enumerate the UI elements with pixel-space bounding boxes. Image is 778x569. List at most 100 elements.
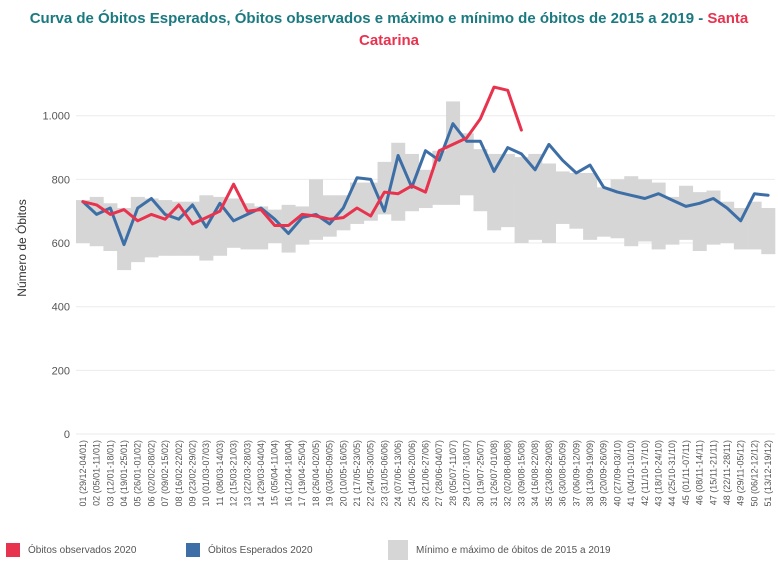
band-bar <box>350 182 365 224</box>
x-tick-label: 21 (17/05-23/05) <box>352 440 362 507</box>
x-tick-label: 01 (29/12-04/01) <box>78 440 88 507</box>
y-tick-label: 400 <box>52 302 70 314</box>
x-tick-label: 40 (27/09-03/10) <box>612 440 622 507</box>
x-tick-label: 19 (03/05-09/05) <box>325 440 335 507</box>
band-bar <box>459 133 474 196</box>
y-tick-label: 0 <box>64 429 70 441</box>
band-bar <box>528 153 543 240</box>
x-tick-label: 39 (20/09-26/09) <box>599 440 609 507</box>
x-tick-label: 14 (29/03-04/04) <box>256 440 266 507</box>
legend-expected: Óbitos Esperados 2020 <box>186 540 313 560</box>
x-tick-label: 18 (26/04-02/05) <box>311 440 321 507</box>
x-tick-label: 50 (06/12-12/12) <box>749 440 759 507</box>
x-tick-label: 24 (07/06-13/06) <box>393 440 403 507</box>
x-tick-label: 10 (01/03-07/03) <box>201 440 211 507</box>
chart-title: Curva de Óbitos Esperados, Óbitos observ… <box>0 8 778 52</box>
band-bar <box>76 200 91 244</box>
x-tick-label: 03 (12/01-18/01) <box>105 440 115 507</box>
x-tick-label: 34 (16/08-22/08) <box>530 440 540 507</box>
x-tick-label: 28 (05/07-11/07) <box>448 440 458 506</box>
band-bar <box>624 176 639 247</box>
band-bar <box>514 157 529 244</box>
legend-observed-label: Óbitos observados 2020 <box>28 544 137 556</box>
band-bar <box>596 187 611 237</box>
x-tick-label: 12 (15/03-21/03) <box>229 440 239 507</box>
x-tick-label: 15 (05/04-11/04) <box>270 440 280 506</box>
x-tick-label: 35 (23/08-29/08) <box>544 440 554 507</box>
x-tick-label: 02 (05/01-11/01) <box>92 440 102 506</box>
band-bar <box>446 101 461 205</box>
band-bar <box>692 192 707 251</box>
band-bar <box>500 153 515 228</box>
band-bar <box>706 190 721 245</box>
band-bar <box>185 201 200 256</box>
y-tick-label: 800 <box>52 174 70 186</box>
x-tick-label: 20 (10/05-16/05) <box>338 440 348 507</box>
x-tick-label: 08 (16/02-22/02) <box>174 440 184 507</box>
x-tick-label: 05 (26/01-01/02) <box>133 440 143 507</box>
legend-observed-swatch <box>6 543 20 557</box>
band-bar <box>651 182 666 250</box>
legend-band-label: Mínimo e máximo de óbitos de 2015 a 2019 <box>416 544 611 556</box>
x-tick-label: 41 (04/10-10/10) <box>626 440 636 507</box>
x-tick-label: 25 (14/06-20/06) <box>407 440 417 507</box>
x-tick-label: 36 (30/08-05/09) <box>558 440 568 507</box>
band-bar <box>144 198 159 258</box>
series-line-expected <box>81 122 770 247</box>
x-tick-label: 16 (12/04-18/04) <box>283 440 293 507</box>
y-axis-label: Número de Óbitos <box>14 199 29 296</box>
y-tick-label: 1.000 <box>42 111 70 123</box>
band-bar <box>542 163 557 244</box>
band-bar <box>747 201 762 250</box>
legend-expected-label: Óbitos Esperados 2020 <box>208 544 313 556</box>
x-tick-label: 13 (22/03-28/03) <box>242 440 252 507</box>
x-tick-label: 45 (01/11-07/11) <box>681 440 691 505</box>
x-tick-label: 38 (13/09-19/09) <box>585 440 595 507</box>
x-tick-label: 17 (19/04-25/04) <box>297 440 307 507</box>
band-bar <box>555 171 570 224</box>
x-tick-label: 09 (23/02-29/02) <box>188 440 198 507</box>
x-tick-label: 22 (24/05-30/05) <box>366 440 376 507</box>
x-tick-label: 23 (31/05-06/06) <box>379 440 389 507</box>
x-tick-label: 42 (11/10-17/10) <box>640 440 650 506</box>
x-tick-label: 47 (15/11-21/11) <box>708 440 718 505</box>
band-bar <box>295 206 310 245</box>
x-tick-label: 33 (09/08-15/08) <box>516 440 526 507</box>
band-bar <box>637 179 652 242</box>
band-bar <box>336 195 351 231</box>
legend-band: Mínimo e máximo de óbitos de 2015 a 2019 <box>388 540 611 560</box>
legend-expected-swatch <box>186 543 200 557</box>
x-tick-label: 27 (28/06-04/07) <box>434 440 444 507</box>
y-tick-label: 600 <box>52 238 70 250</box>
x-tick-label: 32 (02/08-08/08) <box>503 440 513 507</box>
band-bar <box>761 208 776 255</box>
x-tick-label: 31 (26/07-01/08) <box>489 440 499 507</box>
series-line-observed <box>81 85 523 227</box>
x-tick-label: 26 (21/06-27/06) <box>421 440 431 507</box>
band-bar <box>254 206 269 250</box>
band-bar <box>473 149 488 212</box>
x-tick-label: 04 (19/01-25/01) <box>119 440 129 507</box>
x-tick-label: 29 (12/07-18/07) <box>462 440 472 507</box>
x-tick-label: 37 (06/09-12/09) <box>571 440 581 507</box>
x-tick-label: 48 (22/11-28/11) <box>722 440 732 505</box>
x-tick-label: 51 (13/12-19/12) <box>763 440 773 507</box>
x-tick-label: 44 (25/10-31/10) <box>667 440 677 507</box>
x-tick-label: 49 (29/11-05/12) <box>736 440 746 506</box>
chart-title-main: Curva de Óbitos Esperados, Óbitos observ… <box>29 10 708 27</box>
band-bar <box>733 208 748 250</box>
band-bar <box>404 153 419 212</box>
band-bar <box>117 208 132 271</box>
band-bar <box>281 204 296 253</box>
x-tick-label: 07 (09/02-15/02) <box>160 440 170 507</box>
x-tick-label: 30 (19/07-25/07) <box>475 440 485 507</box>
chart-title-region: Santa Catarina <box>358 10 749 49</box>
band-bar <box>322 195 337 237</box>
band-bar <box>487 153 502 231</box>
band-bar <box>309 179 324 240</box>
band-bar <box>569 173 584 229</box>
x-tick-label: 06 (02/02-08/02) <box>146 440 156 507</box>
band-bar <box>665 196 680 245</box>
x-tick-label: 11 (08/03-14/03) <box>215 440 225 506</box>
